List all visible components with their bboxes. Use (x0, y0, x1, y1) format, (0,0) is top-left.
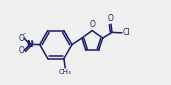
Text: O: O (19, 34, 24, 43)
Text: Cl: Cl (123, 28, 130, 37)
Text: ⁻: ⁻ (23, 32, 27, 38)
Text: N: N (27, 40, 33, 49)
Text: +: + (29, 40, 34, 45)
Text: O: O (19, 46, 24, 55)
Text: O: O (108, 14, 114, 23)
Text: CH₃: CH₃ (59, 69, 71, 75)
Text: O: O (89, 20, 95, 29)
